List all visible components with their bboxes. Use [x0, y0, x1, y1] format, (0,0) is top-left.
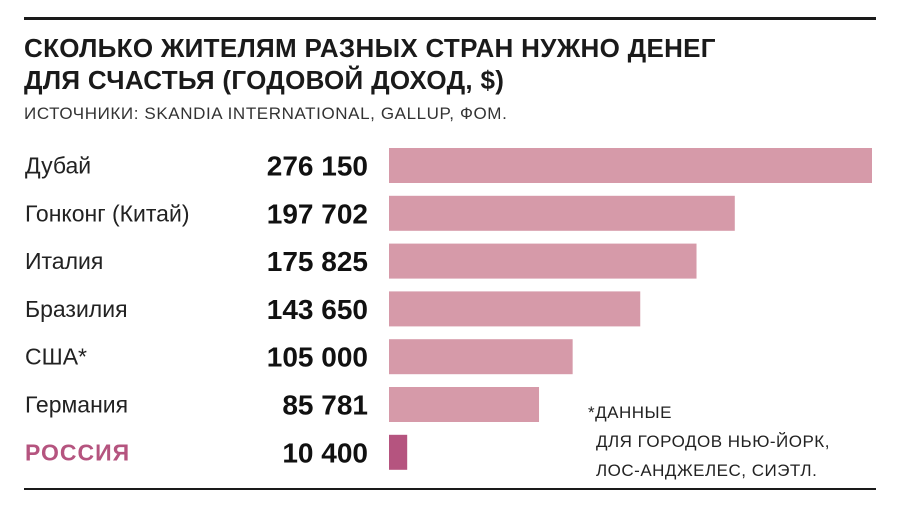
bar-италия [389, 243, 697, 279]
bar-гонконг-китай [389, 195, 735, 231]
value-label: 10 400 [282, 437, 368, 468]
footnote-line-1: *ДАННЫЕ [588, 403, 672, 422]
bar-германия [389, 387, 540, 422]
category-label: Бразилия [25, 296, 128, 322]
source-note: ИСТОЧНИКИ: SKANDIA INTERNATIONAL, GALLUP… [24, 104, 508, 123]
category-label: Гонконг (Китай) [25, 200, 189, 226]
chart-title: СКОЛЬКО ЖИТЕЛЯМ РАЗНЫХ СТРАН НУЖНО ДЕНЕГ… [24, 32, 784, 96]
value-label: 197 702 [267, 198, 368, 229]
bar-бразилия [389, 291, 641, 327]
chart-title-line-1: СКОЛЬКО ЖИТЕЛЯМ РАЗНЫХ СТРАН НУЖНО ДЕНЕГ [24, 33, 716, 63]
value-label: 175 825 [267, 246, 368, 277]
top-rule [24, 17, 876, 20]
category-label: Италия [25, 248, 103, 274]
footnote-line-3: ЛОС-АНДЖЕЛЕС, СИЭТЛ. [596, 461, 818, 480]
bar-дубай [389, 148, 872, 183]
value-label: 143 650 [267, 294, 368, 325]
chart-title-line-2: ДЛЯ СЧАСТЬЯ (ГОДОВОЙ ДОХОД, $) [24, 65, 505, 95]
category-label: РОССИЯ [25, 439, 130, 465]
bar-россия [389, 434, 408, 470]
value-label: 105 000 [267, 342, 368, 373]
footnote: *ДАННЫЕ ДЛЯ ГОРОДОВ НЬЮ-ЙОРК, ЛОС-АНДЖЕЛ… [588, 398, 830, 485]
footnote-line-2: ДЛЯ ГОРОДОВ НЬЮ-ЙОРК, [596, 432, 830, 451]
category-label: Дубай [25, 153, 91, 179]
category-label: США* [25, 344, 87, 370]
value-label: 85 781 [282, 390, 368, 421]
bottom-rule [24, 488, 876, 490]
bar-сша [389, 339, 573, 375]
value-label: 276 150 [267, 151, 368, 182]
category-label: Германия [25, 392, 128, 418]
